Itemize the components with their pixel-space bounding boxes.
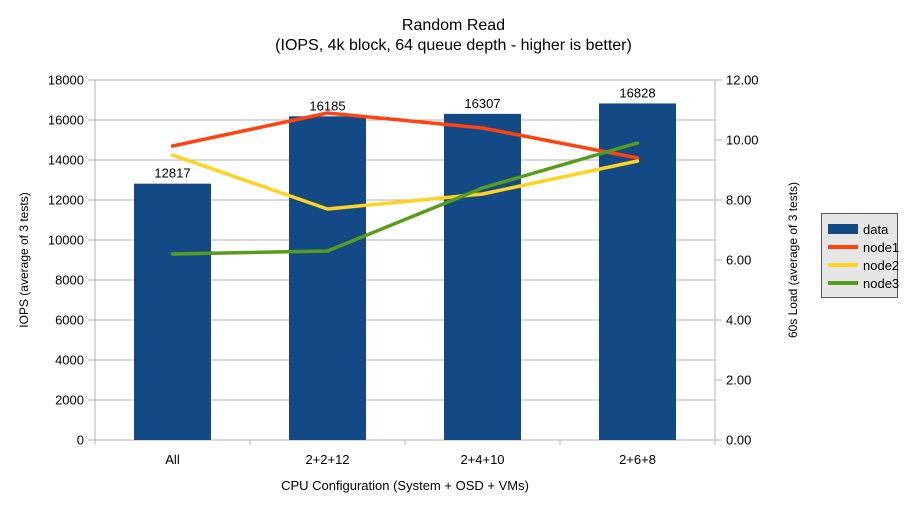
right-axis-tick-label: 2.00 [726,373,751,388]
legend-line-swatch [828,245,858,249]
bar-data-label: 16185 [309,98,345,113]
legend-item-node1: node1 [828,238,900,256]
legend-line-swatch [828,263,858,267]
left-axis-tick-label: 10000 [48,233,84,248]
x-category-label: 2+2+12 [305,452,349,467]
bar-2+2+12 [289,116,366,441]
x-category-label: 2+4+10 [460,452,504,467]
line-series-node2 [170,153,640,211]
line-series-node1 [170,111,640,160]
left-axis-tick-label: 12000 [48,193,84,208]
x-category-label: All [165,452,180,467]
bar-2+4+10 [444,113,521,441]
right-axis-tick-label: 8.00 [726,193,751,208]
legend-item-node2: node2 [828,256,900,274]
line-series-node3 [170,141,640,256]
legend-item-data: data [828,220,897,238]
chart-subtitle: (IOPS, 4k block, 64 queue depth - higher… [275,37,632,54]
right-axis-tick-label: 4.00 [726,313,751,328]
legend: data node1 node2 node3 [821,213,900,298]
bar-data-label: 16307 [464,96,500,111]
legend-label: data [863,221,889,237]
bar-data-label: 12817 [154,166,190,181]
left-axis-tick-label: 6000 [55,313,84,328]
chart-title: Random Read [401,17,506,34]
left-axis-tick-label: 0 [77,433,84,448]
legend-line-swatch [828,281,858,285]
x-category-label: 2+6+8 [619,452,656,467]
legend-bar-swatch [828,224,858,234]
right-axis-tick-label: 0.00 [726,433,751,448]
left-axis-tick-label: 14000 [48,153,84,168]
bar-All [134,183,211,440]
legend-label: node1 [863,239,900,255]
left-axis-tick-label: 18000 [48,73,84,88]
x-axis-title: CPU Configuration (System + OSD + VMs) [281,478,529,493]
right-axis-tick-label: 12.00 [726,73,759,88]
legend-label: node3 [863,275,900,291]
right-axis-tick-label: 10.00 [726,133,759,148]
left-axis-tick-label: 4000 [55,353,84,368]
chart-title-block: Random Read (IOPS, 4k block, 64 queue de… [0,16,907,56]
legend-item-node3: node3 [828,274,900,292]
left-axis-tick-label: 2000 [55,393,84,408]
right-axis-tick-label: 6.00 [726,253,751,268]
left-axis-tick-label: 16000 [48,113,84,128]
left-axis-tick-label: 8000 [55,273,84,288]
bar-data-label: 16828 [619,85,655,100]
legend-label: node2 [863,257,900,273]
